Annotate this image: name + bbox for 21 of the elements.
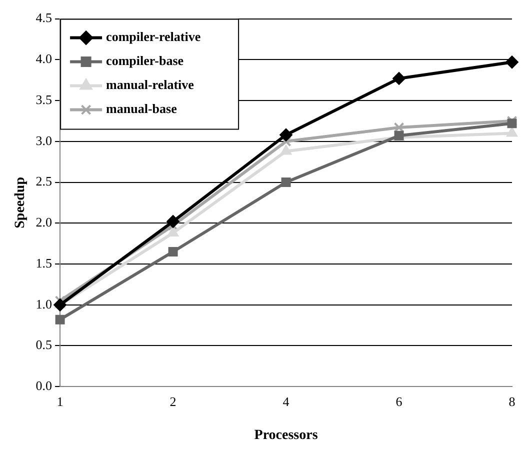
legend-label: manual-relative (106, 77, 194, 92)
y-tick-label: 1.0 (36, 296, 52, 312)
x-axis-title: Processors (254, 428, 318, 444)
x-tick-label: 1 (56, 394, 64, 409)
x-tick-label: 8 (508, 394, 516, 409)
y-tick-label: 0.5 (36, 337, 52, 352)
y-tick-label: 4.5 (36, 10, 52, 26)
y-tick-label: 2.0 (36, 214, 52, 230)
y-tick-label: 3.5 (36, 92, 52, 107)
legend-label: manual-base (106, 101, 178, 116)
x-tick-label: 6 (396, 394, 403, 409)
x-tick-label: 4 (282, 394, 290, 409)
legend-label: compiler-base (106, 53, 184, 68)
y-tick-label: 3.0 (36, 132, 52, 148)
y-tick-label: 1.5 (36, 255, 52, 270)
y-tick-label: 4.0 (36, 51, 52, 66)
legend-label: compiler-relative (106, 29, 201, 44)
x-tick-label: 2 (170, 394, 176, 409)
y-tick-label: 2.5 (36, 174, 52, 189)
y-tick-label: 0.0 (36, 378, 52, 394)
y-axis-title: Speedup (13, 176, 28, 228)
